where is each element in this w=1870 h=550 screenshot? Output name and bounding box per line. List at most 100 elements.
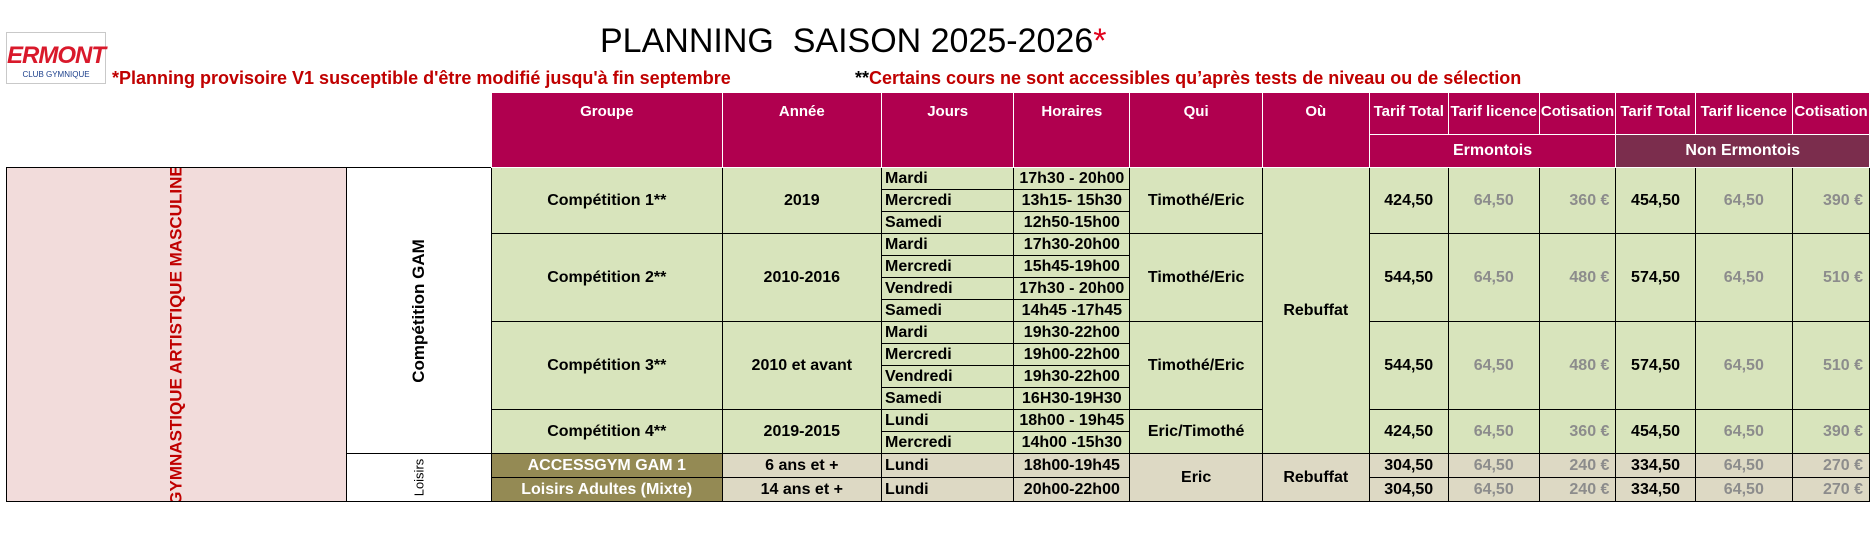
erm-tarif-total: 544,50: [1368, 233, 1449, 322]
logo-name: ERMONT: [7, 42, 106, 69]
table-row: Compétition 2** 2010-2016 Mardi 17h30-20h00…: [7, 233, 1870, 322]
loisirs-label: Loisirs: [346, 453, 492, 502]
table-row: Vendredi 19h30-22h00: [7, 365, 1870, 388]
table-row: GYMNASTIQUE ARTISTIQUE MASCULINE Compétit…: [5, 167, 1870, 502]
location: Rebuffat: [1261, 167, 1370, 454]
session-day: Mardi: [881, 233, 1015, 256]
group-coach: Timothé/Eric: [1129, 233, 1263, 322]
group-year: 2019-2015: [721, 409, 883, 454]
erm-tarif-licence: 64,50: [1447, 233, 1540, 322]
subheader-row: Ermontois Non Ermontois: [7, 134, 1870, 168]
page-title: PLANNING SAISON 2025-2026*: [600, 22, 1300, 61]
provisional-note: *Planning provisoire V1 susceptible d'êt…: [112, 68, 731, 88]
non-tarif-total: 334,50: [1615, 453, 1696, 478]
title-star: *: [1093, 22, 1107, 60]
group-year: 6 ans et +: [721, 453, 883, 478]
erm-tarif-total: 304,50: [1368, 477, 1449, 502]
erm-tarif-licence: 64,50: [1447, 321, 1540, 410]
non-tarif-total: 454,50: [1615, 409, 1696, 454]
table-row: Mercredi 19h00-22h00: [7, 343, 1870, 366]
group-name: Loisirs Adultes (Mixte): [490, 477, 723, 502]
table-row: Mercredi 13h15- 15h30: [7, 189, 1870, 212]
session-hours: 18h00-19h45: [1013, 453, 1131, 478]
erm-cotisation: 240 €: [1538, 453, 1617, 478]
non-tarif-total: 574,50: [1615, 233, 1696, 322]
group-year: 2010 et avant: [721, 321, 883, 410]
discipline-label: GYMNASTIQUE ARTISTIQUE MASCULINE: [5, 167, 348, 502]
group-coach: Eric/Timothé: [1129, 409, 1263, 454]
session-day: Mercredi: [881, 343, 1015, 366]
group-year: 14 ans et +: [721, 477, 883, 502]
non-cotisation: 270 €: [1792, 477, 1870, 502]
group-name: Compétition 3**: [490, 321, 723, 410]
erm-tarif-total: 544,50: [1368, 321, 1449, 410]
session-hours: 15h45-19h00: [1013, 255, 1131, 278]
location: Rebuffat: [1261, 453, 1370, 502]
erm-cotisation: 360 €: [1538, 167, 1617, 234]
session-day: Mercredi: [881, 189, 1015, 212]
selection-note-stars: **: [855, 68, 870, 88]
session-day: Samedi: [881, 299, 1015, 322]
session-hours: 16H30-19H30: [1013, 387, 1131, 410]
header-groupe: Groupe: [490, 92, 723, 168]
session-hours: 13h15- 15h30: [1013, 189, 1131, 212]
table-row: Loisirs Adultes (Mixte) 14 ans et + Lundi 2…: [7, 477, 1870, 502]
erm-cotisation: 360 €: [1538, 409, 1617, 454]
header-row: Groupe Année Jours Horaires Qui Où Tarif…: [6, 92, 1870, 168]
non-tarif-total: 454,50: [1615, 167, 1696, 234]
table-row: Vendredi 17h30 - 20h00: [7, 277, 1870, 300]
session-hours: 14h00 -15h30: [1013, 431, 1131, 454]
erm-tarif-licence: 64,50: [1447, 409, 1540, 454]
erm-cotisation: 480 €: [1538, 321, 1617, 410]
erm-tarif-total: 304,50: [1368, 453, 1449, 478]
table-row: Samedi 12h50-15h00: [7, 211, 1870, 234]
session-day: Samedi: [881, 387, 1015, 410]
session-day: Lundi: [881, 453, 1015, 478]
planning-table: Groupe Année Jours Horaires Qui Où Tarif…: [5, 92, 1870, 502]
non-cotisation: 270 €: [1792, 453, 1870, 478]
session-hours: 19h00-22h00: [1013, 343, 1131, 366]
non-tarif-licence: 64,50: [1694, 167, 1794, 234]
non-tarif-licence: 64,50: [1694, 477, 1794, 502]
session-day: Mardi: [881, 321, 1015, 344]
erm-tarif-total: 424,50: [1368, 409, 1449, 454]
competition-label: Compétition GAM: [346, 167, 492, 454]
table-row: Mercredi 15h45-19h00: [7, 255, 1870, 278]
session-day: Vendredi: [881, 277, 1015, 300]
non-cotisation: 390 €: [1792, 409, 1870, 454]
erm-tarif-licence: 64,50: [1447, 477, 1540, 502]
session-hours: 17h30 - 20h00: [1013, 277, 1131, 300]
session-day: Lundi: [881, 409, 1015, 432]
header-erm-tarif-licence: Tarif licence: [1447, 92, 1540, 135]
header-jours: Jours: [881, 92, 1015, 168]
discipline-label-text: GYMNASTIQUE ARTISTIQUE MASCULINE: [166, 167, 186, 502]
table-row: Samedi 16H30-19H30: [7, 387, 1870, 410]
session-hours: 14h45 -17h45: [1013, 299, 1131, 322]
logo-subtitle: CLUB GYMNIQUE: [22, 70, 90, 79]
title-text: PLANNING SAISON 2025-2026: [600, 22, 1094, 60]
header-non-cotisation: Cotisation: [1792, 92, 1870, 135]
header-non-ermontois: Non Ermontois: [1615, 134, 1870, 168]
header-ou: Où: [1261, 92, 1370, 168]
non-tarif-total: 574,50: [1615, 321, 1696, 410]
selection-note: **Certains cours ne sont accessibles qu’…: [855, 68, 1521, 89]
session-day: Samedi: [881, 211, 1015, 234]
session-hours: 18h00 - 19h45: [1013, 409, 1131, 432]
erm-tarif-licence: 64,50: [1447, 453, 1540, 478]
non-cotisation: 510 €: [1792, 233, 1870, 322]
non-tarif-total: 334,50: [1615, 477, 1696, 502]
session-hours: 17h30 - 20h00: [1013, 167, 1131, 190]
group-coach: Timothé/Eric: [1129, 321, 1263, 410]
non-tarif-licence: 64,50: [1694, 409, 1794, 454]
group-coach: Timothé/Eric: [1129, 167, 1263, 234]
non-tarif-licence: 64,50: [1694, 321, 1794, 410]
session-day: Vendredi: [881, 365, 1015, 388]
header-erm-cotisation: Cotisation: [1538, 92, 1617, 135]
group-name: Compétition 2**: [490, 233, 723, 322]
competition-label-text: Compétition GAM: [409, 238, 429, 383]
non-cotisation: 390 €: [1792, 167, 1870, 234]
session-hours: 20h00-22h00: [1013, 477, 1131, 502]
group-year: 2019: [721, 167, 883, 234]
session-day: Mardi: [881, 167, 1015, 190]
